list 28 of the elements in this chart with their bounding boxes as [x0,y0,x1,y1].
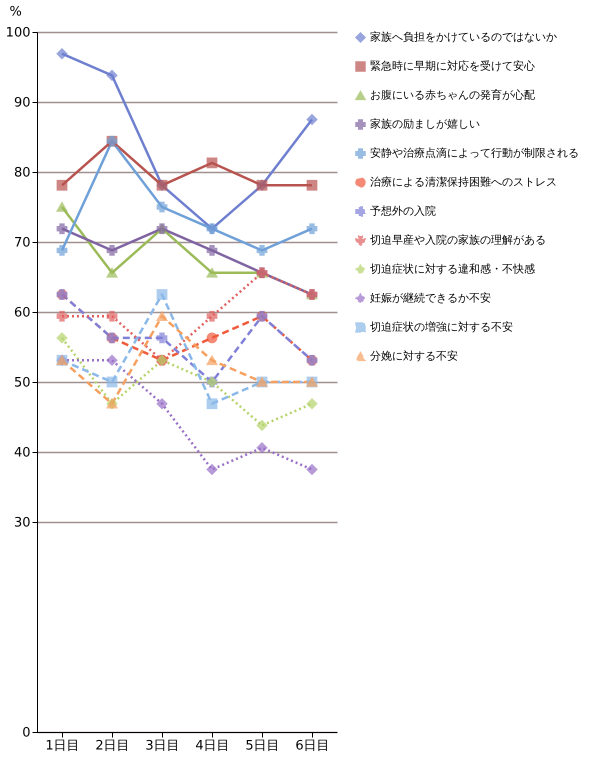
y-tick-label: 80 [14,166,30,180]
y-tick-label: 0 [22,726,30,740]
legend-label: お腹にいる赤ちゃんの発育が心配 [370,88,535,102]
y-tick-label: 30 [14,516,30,530]
legend-label: 治療による清潔保持困難へのストレス [370,176,557,188]
x-tick-label: 1日目 [45,738,80,754]
legend-label: 家族の励ましが嬉しい [370,118,480,130]
x-tick-label: 6日目 [295,738,330,754]
y-tick-label: 60 [14,306,30,320]
x-tick-label: 3日目 [145,738,180,754]
legend-label: 緊急時に早期に対応を受けて安心 [370,60,535,72]
y-tick-label: 70 [14,236,30,250]
legend-label: 分娩に対する不安 [370,350,458,362]
x-tick-label: 2日目 [95,738,130,754]
x-tick-label: 5日目 [245,738,280,754]
y-tick-label: 40 [14,446,30,460]
legend-label: 予想外の入院 [370,204,436,218]
legend-label: 切迫症状の増強に対する不安 [370,320,513,334]
y-tick-label: 100 [6,26,30,40]
legend-label: 妊娠が継続できるか不安 [370,292,491,304]
legend-label: 切迫症状に対する違和感・不快感 [370,262,535,276]
legend-label: 切迫早産や入院の家族の理解がある [370,234,546,246]
y-tick-label: 90 [14,96,30,110]
legend-label: 家族へ負担をかけているのではないか [370,30,557,44]
x-tick-label: 4日目 [195,738,230,754]
legend-label: 安静や治療点滴によって行動が制限される [370,146,579,160]
y-axis-title: % [10,4,22,20]
y-tick-label: 50 [14,376,30,390]
